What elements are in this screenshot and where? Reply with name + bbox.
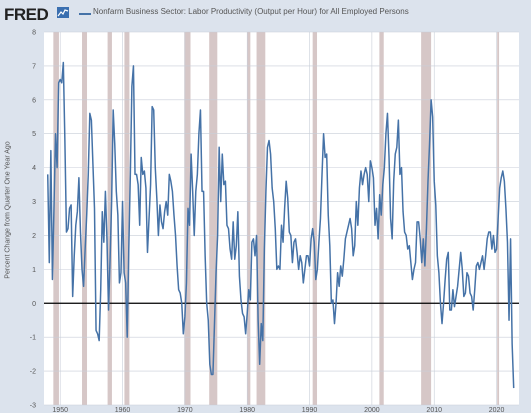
x-tick-label: 1990	[302, 407, 318, 413]
fred-logo-chart-icon	[57, 7, 69, 18]
y-tick-label: -3	[30, 403, 36, 410]
y-tick-label: -2	[30, 369, 36, 376]
recession-band	[312, 32, 318, 405]
x-tick-label: 1970	[177, 407, 193, 413]
recession-band	[107, 32, 112, 405]
recession-band	[247, 32, 251, 405]
recession-band	[53, 32, 59, 405]
y-tick-label: 7	[32, 63, 36, 70]
y-tick-label: -1	[30, 335, 36, 342]
x-tick-label: 2010	[426, 407, 442, 413]
recession-band	[82, 32, 88, 405]
recession-band	[379, 32, 384, 405]
x-tick-label: 2000	[364, 407, 380, 413]
series-line	[46, 61, 515, 389]
x-tick-label: 2020	[489, 407, 505, 413]
x-tick-label: 1960	[115, 407, 131, 413]
y-tick-label: 0	[32, 301, 36, 308]
chart-header: FRED Nonfarm Business Sector: Labor Prod…	[0, 0, 531, 32]
chart-title: Nonfarm Business Sector: Labor Productiv…	[93, 7, 409, 16]
recession-band	[124, 32, 130, 405]
recession-band	[256, 32, 266, 405]
plot-area	[44, 32, 519, 405]
recession-band	[209, 32, 218, 405]
y-tick-label: 4	[32, 165, 36, 172]
x-tick-label: 1980	[239, 407, 255, 413]
fred-logo: FRED	[4, 5, 49, 24]
y-tick-label: 2	[32, 233, 36, 240]
y-tick-label: 3	[32, 199, 36, 206]
y-tick-label: 8	[32, 30, 36, 37]
y-tick-label: 6	[32, 97, 36, 104]
y-tick-label: 5	[32, 131, 36, 138]
x-tick-label: 1950	[52, 407, 68, 413]
y-tick-label: 1	[32, 267, 36, 274]
legend-swatch	[79, 13, 91, 15]
